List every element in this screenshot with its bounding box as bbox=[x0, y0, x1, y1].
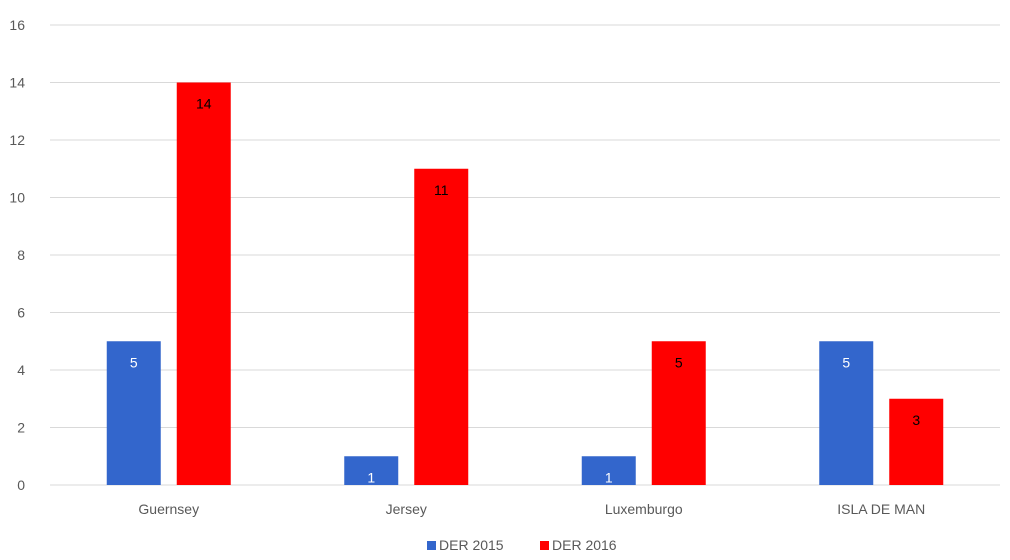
legend-swatch bbox=[427, 541, 436, 550]
y-tick-label: 12 bbox=[9, 132, 25, 148]
bar-der-2016 bbox=[414, 168, 469, 485]
bar-der-2015 bbox=[106, 341, 161, 485]
legend-label: DER 2016 bbox=[552, 537, 617, 553]
x-axis-categories: Guernsey Jersey Luxemburgo ISLA DE MAN bbox=[138, 501, 925, 517]
data-label: 14 bbox=[196, 96, 212, 112]
data-label: 5 bbox=[675, 354, 683, 370]
x-category-label: Jersey bbox=[386, 501, 427, 517]
data-label: 1 bbox=[605, 469, 613, 485]
y-tick-label: 16 bbox=[9, 17, 25, 33]
y-tick-label: 10 bbox=[9, 190, 25, 206]
legend: DER 2015 DER 2016 bbox=[427, 537, 617, 553]
bar-der-2016 bbox=[889, 398, 944, 485]
x-category-label: Luxemburgo bbox=[605, 501, 683, 517]
y-tick-label: 6 bbox=[17, 305, 25, 321]
legend-label: DER 2015 bbox=[439, 537, 504, 553]
data-label: 11 bbox=[434, 182, 449, 198]
y-tick-label: 14 bbox=[9, 75, 25, 91]
bars bbox=[106, 82, 944, 485]
data-label: 5 bbox=[842, 354, 850, 370]
bar-der-2016 bbox=[176, 82, 231, 485]
bar-der-2015 bbox=[819, 341, 874, 485]
data-label: 3 bbox=[912, 412, 920, 428]
y-axis-ticks: 0 2 4 6 8 10 12 14 16 bbox=[9, 17, 25, 493]
data-label: 5 bbox=[130, 354, 138, 370]
y-tick-label: 4 bbox=[17, 362, 25, 378]
y-tick-label: 8 bbox=[17, 247, 25, 263]
legend-swatch bbox=[540, 541, 549, 550]
y-tick-label: 2 bbox=[17, 420, 25, 436]
data-label: 1 bbox=[367, 469, 375, 485]
bar-der-2016 bbox=[651, 341, 706, 485]
x-category-label: Guernsey bbox=[138, 501, 199, 517]
bar-der-2015 bbox=[581, 456, 636, 485]
y-tick-label: 0 bbox=[17, 477, 25, 493]
bar-der-2015 bbox=[344, 456, 399, 485]
x-category-label: ISLA DE MAN bbox=[837, 501, 925, 517]
